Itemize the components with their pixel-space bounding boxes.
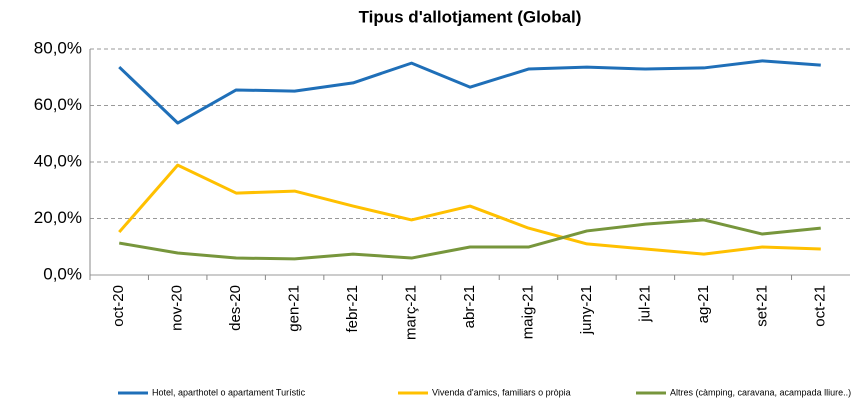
x-tick-label: març-21 <box>403 285 420 340</box>
x-tick-label: juny-21 <box>578 285 595 335</box>
legend-label: Hotel, aparthotel o apartament Turístic <box>152 387 306 397</box>
y-tick-label: 40,0% <box>34 151 82 170</box>
y-tick-label: 0,0% <box>43 264 82 283</box>
y-tick-label: 20,0% <box>34 208 82 227</box>
chart-title: Tipus d'allotjament (Global) <box>359 7 582 26</box>
legend-label: Altres (càmping, caravana, acampada lliu… <box>670 387 851 397</box>
x-tick-label: oct-21 <box>812 285 829 327</box>
x-tick-label: abr-21 <box>461 285 478 328</box>
x-tick-label: set-21 <box>753 285 770 327</box>
line-series <box>118 218 821 261</box>
x-tick-label: jul-21 <box>636 285 653 323</box>
y-tick-label: 80,0% <box>34 38 82 57</box>
x-tick-label: oct-20 <box>110 285 127 327</box>
y-tick-label: 60,0% <box>34 95 82 114</box>
line-series <box>118 163 821 256</box>
x-tick-label: ag-21 <box>695 285 712 323</box>
x-tick-label: nov-20 <box>169 285 186 331</box>
legend-label: Vivenda d'amics, familiars o pròpia <box>432 387 571 397</box>
line-series <box>118 59 821 125</box>
x-tick-label: des-20 <box>227 285 244 331</box>
x-tick-label: gen-21 <box>286 285 303 332</box>
x-tick-label: maig-21 <box>519 285 536 339</box>
x-tick-label: febr-21 <box>344 285 361 333</box>
